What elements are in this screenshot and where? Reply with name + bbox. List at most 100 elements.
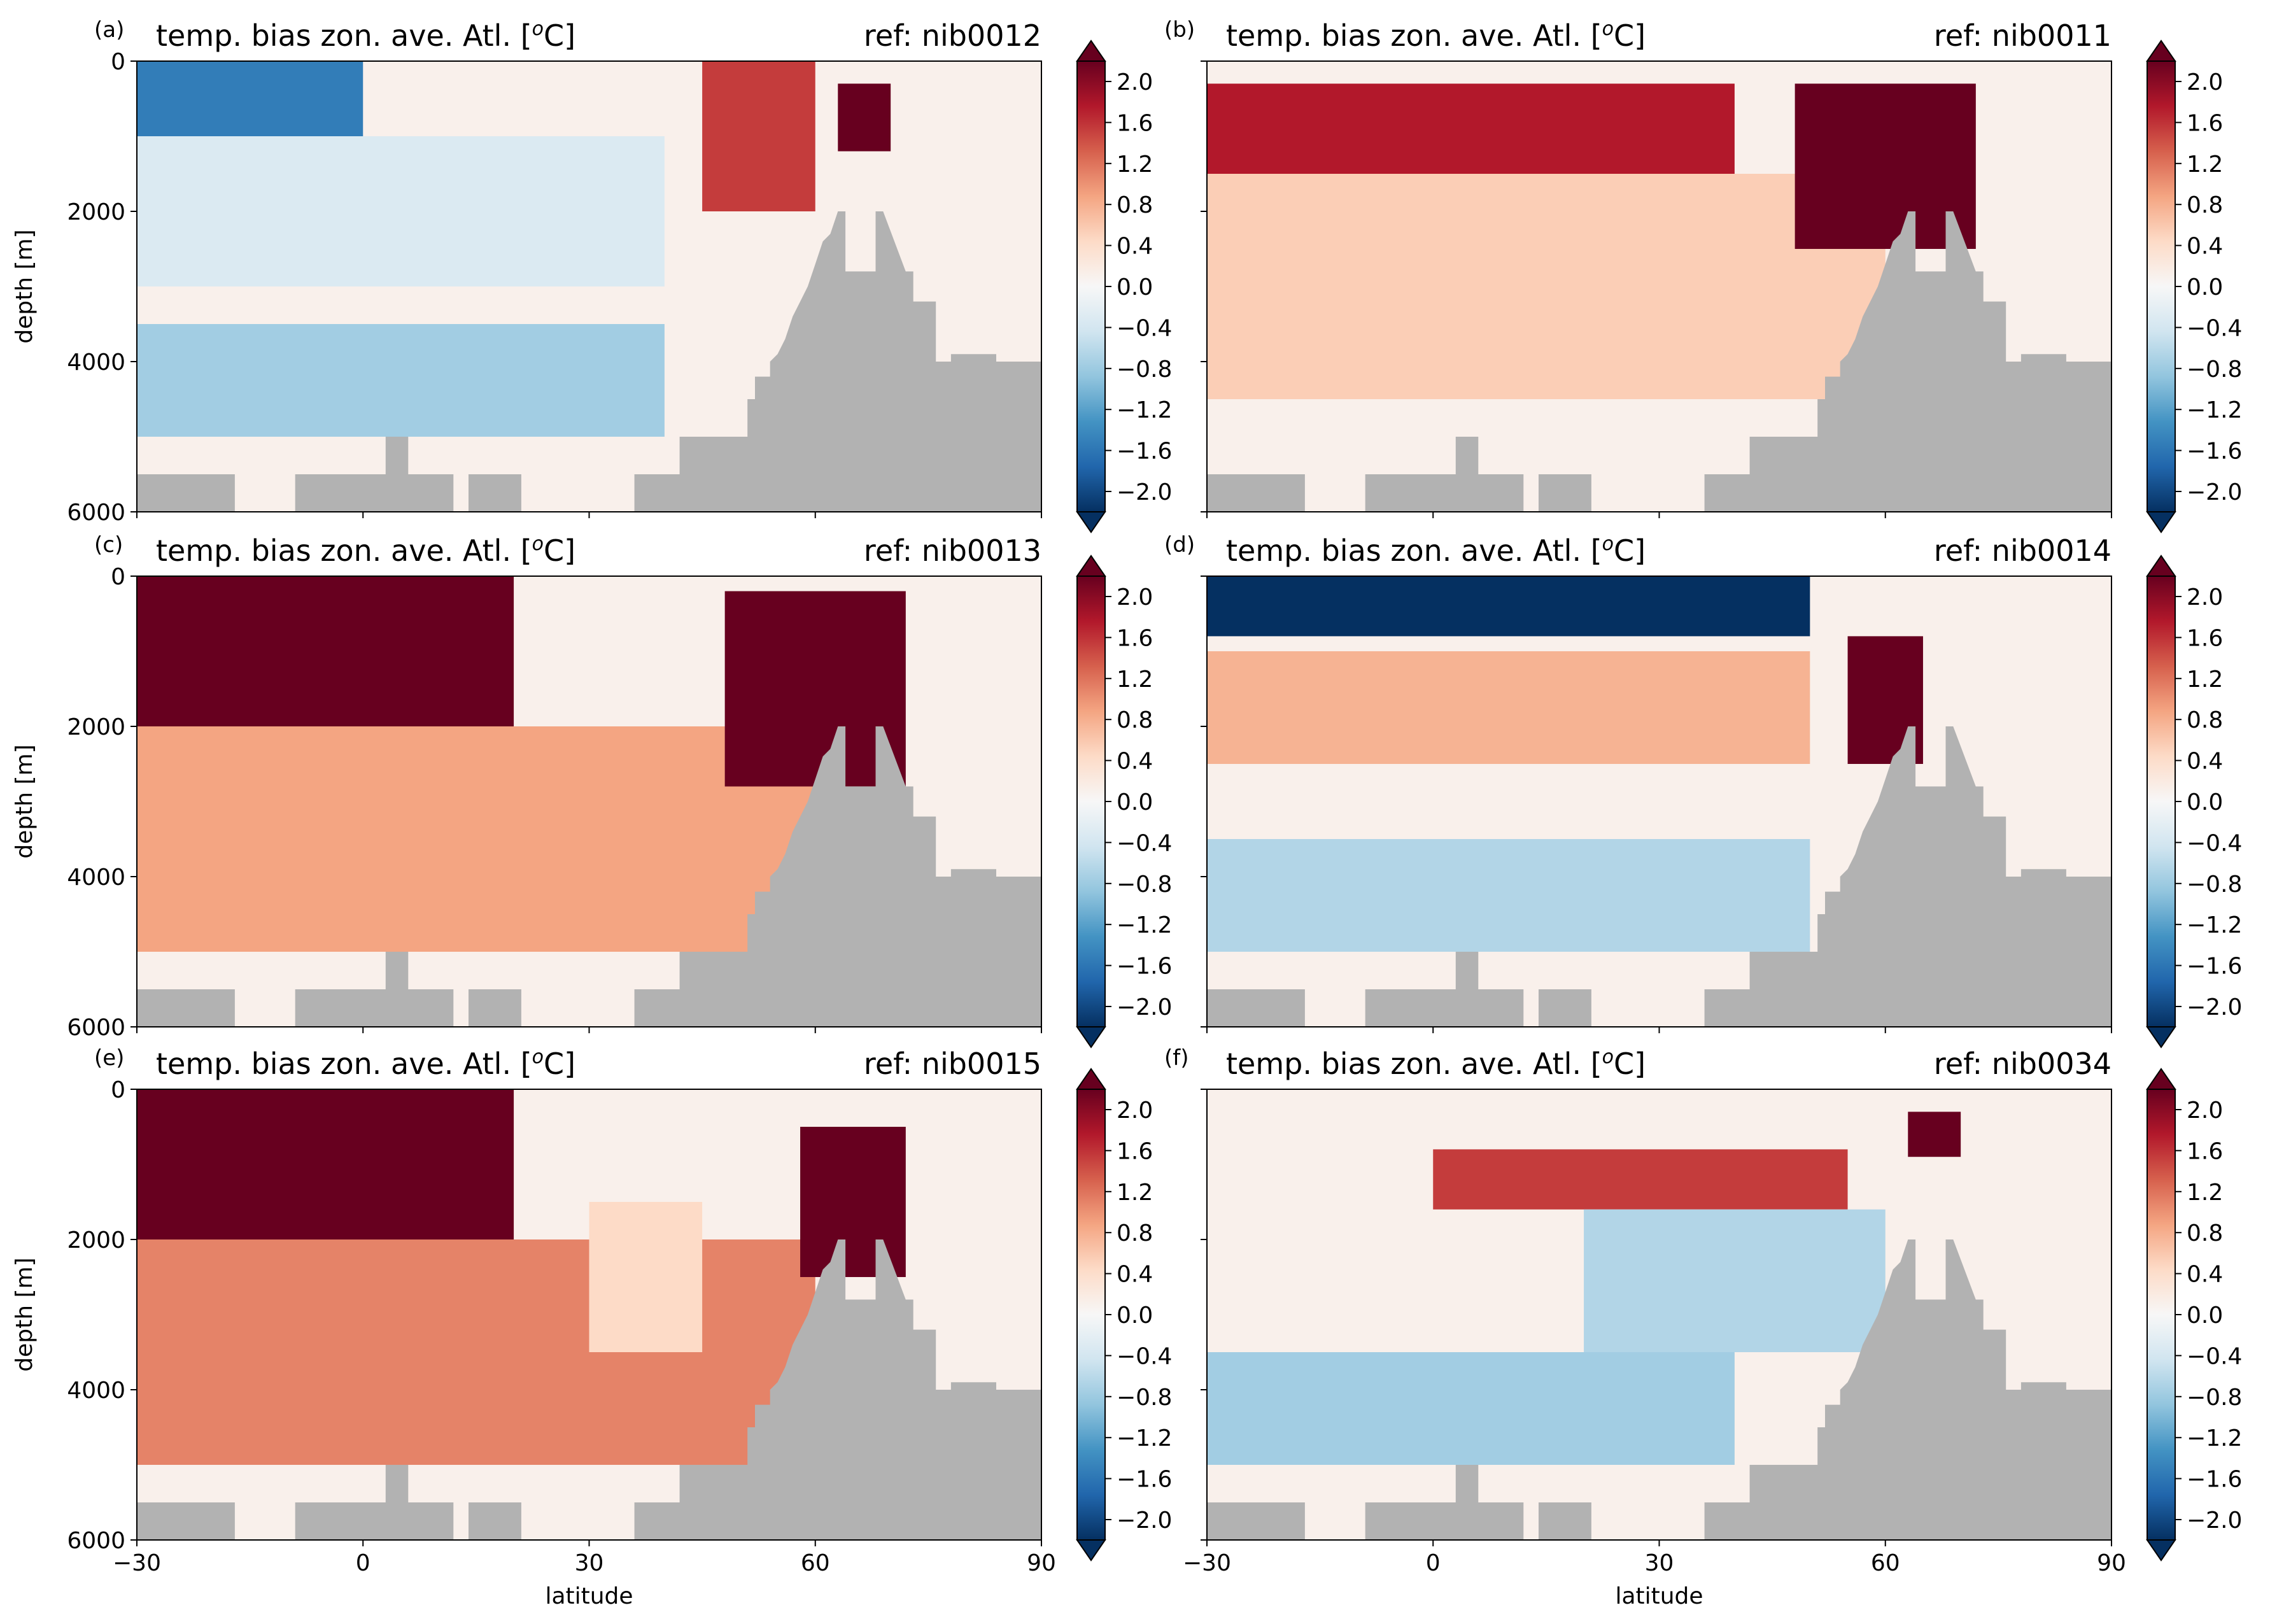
colorbar-tick-label: 0.8 [1117, 192, 1153, 218]
colorbar-tick-label: −0.4 [1117, 315, 1172, 341]
colorbar: 2.0 1.6 1.2 0.8 0.4 0.0 −0.4 −0.8 −1.2 −1.6 −2.0 [1076, 39, 1172, 533]
colorbar-tick-label: −2.0 [1117, 479, 1172, 505]
colorbar: 2.0 1.6 1.2 0.8 0.4 0.0 −0.4 −0.8 −1.2 −1.6 −2.0 [2146, 554, 2242, 1049]
x-tick-label: 90 [1027, 1550, 1056, 1576]
y-tick-label: 0 [111, 1077, 125, 1103]
panel-a: 0 2000 4000 6000 depth [m] (a) temp. bias zon.… [11, 17, 1172, 533]
bias-region [1794, 83, 1976, 249]
ref-label: ref: nib0015 [864, 1047, 1041, 1081]
colorbar-tick-label: −2.0 [1117, 1507, 1172, 1534]
y-tick-label: 2000 [67, 1227, 125, 1253]
heatmap-field [1207, 1089, 2111, 1540]
colorbar-tick-label: −1.2 [1117, 1425, 1172, 1451]
colorbar-gradient [1076, 1089, 1106, 1541]
bias-region [1207, 174, 1886, 399]
ref-label: ref: nib0034 [1934, 1047, 2111, 1081]
y-tick-label: 6000 [67, 1015, 125, 1041]
bias-region [724, 591, 906, 787]
colorbar-tick-label: 1.2 [2187, 667, 2223, 693]
colorbar-tick-label: −1.2 [2187, 397, 2242, 423]
y-tick-label: 0 [111, 49, 125, 75]
colorbar-tick-label: −1.6 [2187, 954, 2242, 980]
ref-label: ref: nib0011 [1934, 18, 2111, 53]
colorbar-tick-label: 0.8 [2187, 192, 2223, 218]
bias-region [589, 1202, 703, 1352]
panel-d: (d) temp. bias zon. ave. Atl. [oC] ref: ni… [1164, 532, 2242, 1049]
colorbar-tick-label: 2.0 [2187, 584, 2223, 611]
x-tick-label: 30 [1645, 1550, 1674, 1576]
colorbar-tick-label: 0.0 [1117, 1303, 1153, 1329]
colorbar-tick-label: 0.8 [1117, 707, 1153, 733]
colorbar-tick-label: −0.8 [1117, 872, 1172, 898]
colorbar-extend-max [1076, 554, 1106, 577]
colorbar-extend-min [1076, 1539, 1106, 1562]
panel-title: temp. bias zon. ave. Atl. [oC] [1226, 1046, 1646, 1082]
bias-region [1207, 83, 1735, 174]
x-tick-label: −30 [113, 1550, 161, 1576]
colorbar-tick-label: −0.8 [1117, 1385, 1172, 1411]
colorbar-extend-max [1076, 39, 1106, 62]
y-tick-label: 4000 [67, 350, 125, 376]
colorbar-tick-label: 0.4 [2187, 749, 2223, 775]
colorbar-tick-label: −0.4 [2187, 315, 2242, 341]
bias-region [1207, 1352, 1735, 1465]
colorbar-tick-label: −1.2 [1117, 912, 1172, 938]
colorbar-tick-label: 1.6 [2187, 110, 2223, 136]
colorbar-extend-max [2146, 554, 2176, 577]
heatmap-field [137, 576, 1041, 1027]
heatmap-field [1207, 576, 2111, 1027]
x-tick-label: 0 [1426, 1550, 1441, 1576]
colorbar-tick-label: 0.4 [1117, 1262, 1153, 1288]
colorbar-tick-label: 1.2 [1117, 667, 1153, 693]
panel-label: (d) [1164, 532, 1195, 558]
colorbar-tick-label: −1.6 [1117, 1467, 1172, 1493]
colorbar-extend-min [1076, 1026, 1106, 1049]
colorbar-gradient [1076, 575, 1106, 1027]
y-tick-label: 2000 [67, 199, 125, 225]
x-tick-label: 0 [356, 1550, 370, 1576]
panel-label: (e) [94, 1045, 124, 1071]
colorbar-tick-label: 1.6 [1117, 1138, 1153, 1164]
heatmap-field [137, 1089, 1041, 1540]
bias-region [1207, 651, 1810, 764]
colorbar-tick-label: −0.4 [2187, 830, 2242, 856]
x-tick-label: 60 [801, 1550, 830, 1576]
colorbar-tick-label: 2.0 [1117, 1098, 1153, 1124]
panel-label: (f) [1164, 1045, 1189, 1071]
y-axis-label: depth [m] [11, 229, 38, 343]
colorbar-tick-label: −1.2 [2187, 912, 2242, 938]
colorbar-tick-label: −1.6 [2187, 439, 2242, 465]
colorbar-tick-label: 1.2 [2187, 152, 2223, 178]
colorbar-tick-label: 0.0 [2187, 1303, 2223, 1329]
bias-region [1908, 1112, 1961, 1157]
panel-title: temp. bias zon. ave. Atl. [oC] [1226, 533, 1646, 568]
bias-region [702, 61, 815, 211]
x-tick-label: 60 [1871, 1550, 1900, 1576]
panel-c: 0 2000 4000 6000 depth [m] (c) temp. bias zon.… [11, 532, 1172, 1049]
land-mask [137, 211, 1041, 512]
y-tick-label: 4000 [67, 1378, 125, 1404]
colorbar-gradient [2147, 575, 2176, 1027]
y-axis-label: depth [m] [11, 1257, 38, 1371]
bias-region [137, 136, 665, 286]
ref-label: ref: nib0013 [864, 533, 1041, 568]
colorbar-tick-label: 0.0 [2187, 789, 2223, 816]
panel-label: (b) [1164, 17, 1195, 43]
colorbar: 2.0 1.6 1.2 0.8 0.4 0.0 −0.4 −0.8 −1.2 −1.6 −2.0 [2146, 39, 2242, 533]
colorbar-tick-label: −0.8 [2187, 357, 2242, 383]
y-tick-label: 2000 [67, 714, 125, 740]
bias-region [1433, 1149, 1848, 1210]
colorbar-tick-label: −0.4 [1117, 1343, 1172, 1369]
colorbar: 2.0 1.6 1.2 0.8 0.4 0.0 −0.4 −0.8 −1.2 −1.6 −2.0 [1076, 1068, 1172, 1562]
panel-title: temp. bias zon. ave. Atl. [oC] [1226, 18, 1646, 53]
ref-label: ref: nib0012 [864, 18, 1041, 53]
colorbar-tick-label: −0.8 [2187, 872, 2242, 898]
colorbar-tick-label: −0.8 [2187, 1385, 2242, 1411]
panel-title: temp. bias zon. ave. Atl. [oC] [156, 18, 575, 53]
colorbar-tick-label: 0.8 [1117, 1220, 1153, 1246]
bias-region [137, 1239, 815, 1465]
colorbar-tick-label: −2.0 [1117, 994, 1172, 1020]
panel-e: −30 0 30 60 90 0 2000 4000 6000 depth [m] latitude… [11, 1045, 1172, 1609]
y-tick-label: 6000 [67, 1528, 125, 1554]
